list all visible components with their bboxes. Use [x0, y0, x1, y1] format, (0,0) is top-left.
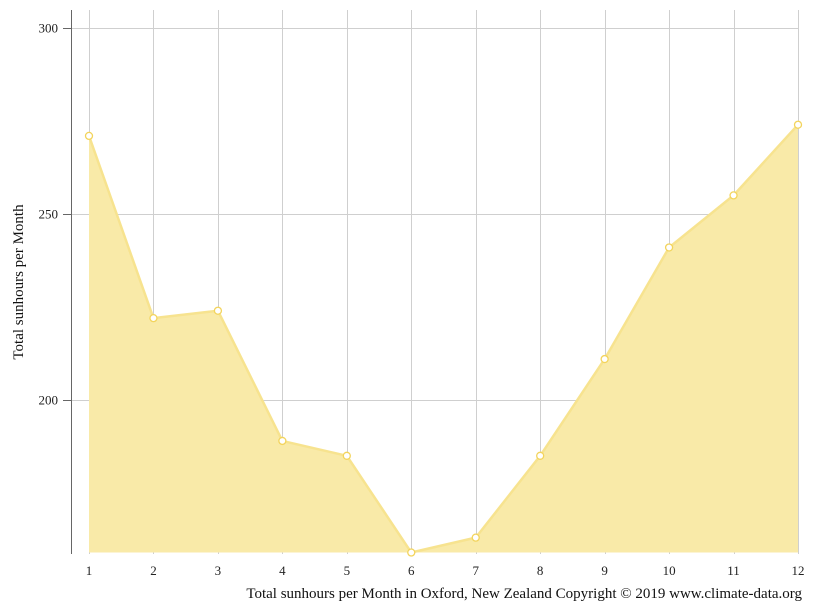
series-area	[89, 124, 798, 553]
data-point-4	[278, 436, 287, 446]
data-point-6	[407, 548, 416, 557]
x-axis-ticks: 1 2 3 4 5 6 7 8 9 10 11 12	[86, 563, 805, 578]
data-point-7	[471, 533, 480, 542]
series-line	[87, 123, 799, 554]
data-point-10	[664, 243, 674, 252]
data-points	[84, 120, 803, 557]
x-tick-label-4: 4	[279, 563, 286, 578]
data-point-11	[729, 191, 738, 200]
data-point-12	[793, 120, 803, 129]
x-tick-label-7: 7	[472, 563, 479, 578]
x-tick-label-1: 1	[86, 563, 93, 578]
x-tick-label-8: 8	[537, 563, 544, 578]
data-point-5	[342, 451, 351, 460]
x-tick-label-11: 11	[727, 563, 740, 578]
x-tick-label-10: 10	[663, 563, 676, 578]
data-point-8	[536, 451, 545, 460]
x-tick-label-3: 3	[215, 563, 222, 578]
x-tick-label-6: 6	[408, 563, 415, 578]
x-tick-label-9: 9	[601, 563, 608, 578]
y-tick-label-300: 300	[39, 21, 59, 36]
data-point-9	[600, 354, 609, 364]
data-point-1	[84, 131, 94, 141]
y-axis-ticks: 200 250 300	[39, 21, 71, 408]
y-tick-label-200: 200	[39, 393, 59, 408]
x-axis-title: Total sunhours per Month in Oxford, New …	[246, 586, 802, 602]
data-point-3	[213, 306, 223, 315]
y-tick-label-250: 250	[39, 207, 59, 222]
x-tick-label-2: 2	[150, 563, 157, 578]
y-axis-title: Total sunhours per Month	[11, 204, 27, 360]
x-tick-label-12: 12	[792, 563, 805, 578]
data-point-2	[149, 314, 158, 323]
x-tick-label-5: 5	[344, 563, 351, 578]
